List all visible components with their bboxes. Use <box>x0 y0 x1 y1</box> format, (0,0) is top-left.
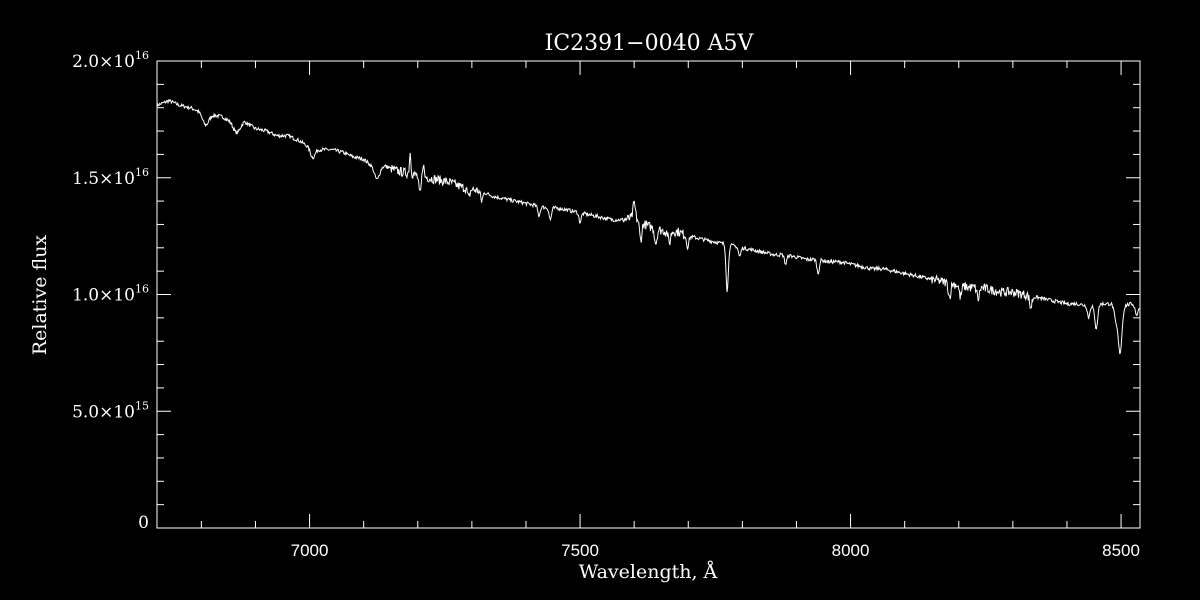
x-tick-labels: 7000 7500 8000 8500 <box>291 541 1140 560</box>
y-tick-label: 0 <box>138 513 149 533</box>
plot-frame <box>156 60 1141 529</box>
chart-title: IC2391−0040 A5V <box>545 31 755 56</box>
y-tick-label: 1.5×1016 <box>72 166 149 189</box>
y-tick-label: 1.0×1016 <box>72 283 149 306</box>
x-axis-label: Wavelength, Å <box>579 561 718 583</box>
y-tick-labels: 0 5.0×1015 1.0×1016 1.5×1016 2.0×1016 <box>72 49 149 533</box>
x-tick-label: 8500 <box>1102 541 1140 560</box>
y-tick-label: 2.0×1016 <box>72 49 149 72</box>
y-tick-label: 5.0×1015 <box>72 399 149 422</box>
axis-tick-marks <box>157 60 1140 529</box>
spectrum-line <box>156 98 1141 355</box>
x-tick-label: 8000 <box>832 541 870 560</box>
x-tick-label: 7500 <box>561 541 599 560</box>
y-axis-label: Relative flux <box>29 235 51 356</box>
x-tick-label: 7000 <box>291 541 329 560</box>
